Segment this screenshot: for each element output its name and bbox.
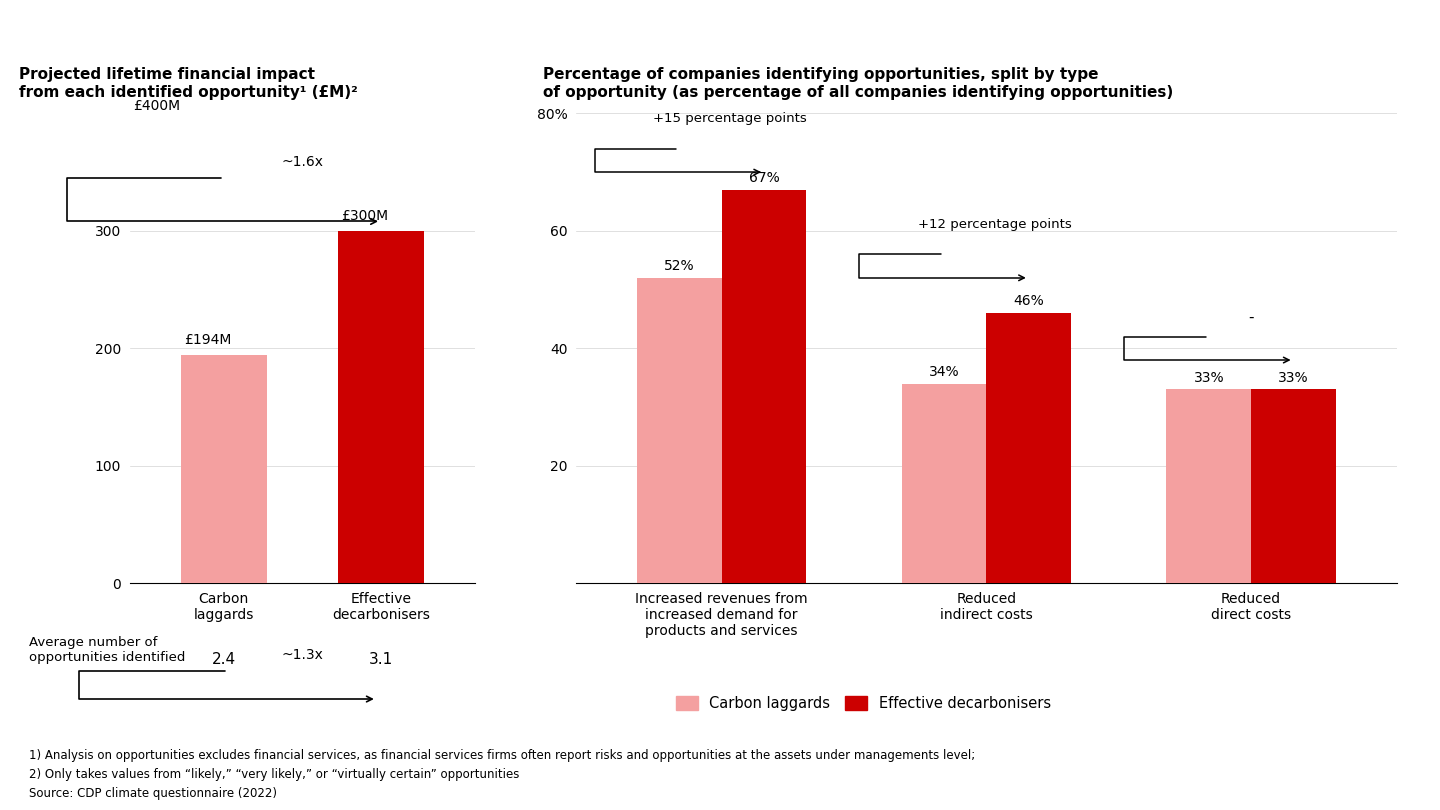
Text: £194M: £194M — [184, 333, 232, 347]
Bar — [901, 383, 986, 583]
Text: 52%: 52% — [664, 259, 694, 273]
Bar — [636, 278, 721, 583]
Text: ~1.6x: ~1.6x — [281, 155, 324, 168]
Text: 33%: 33% — [1194, 371, 1224, 385]
Bar — [1251, 390, 1336, 583]
Legend: Carbon laggards, Effective decarbonisers: Carbon laggards, Effective decarbonisers — [670, 690, 1057, 717]
Bar — [1166, 390, 1251, 583]
Text: 2.4: 2.4 — [212, 652, 236, 667]
Bar — [986, 313, 1071, 583]
Text: 3.1: 3.1 — [369, 652, 393, 667]
Text: 67%: 67% — [749, 171, 779, 185]
Text: -: - — [1248, 309, 1254, 325]
Text: Percentage of companies identifying opportunities, split by type
of opportunity : Percentage of companies identifying oppo… — [543, 67, 1174, 100]
Text: +15 percentage points: +15 percentage points — [652, 112, 806, 125]
Text: Average number of
opportunities identified: Average number of opportunities identifi… — [29, 636, 186, 664]
Text: £300M: £300M — [341, 209, 387, 223]
Text: 1) Analysis on opportunities excludes financial services, as financial services : 1) Analysis on opportunities excludes fi… — [29, 749, 975, 800]
Text: £400M: £400M — [132, 100, 180, 113]
Text: +12 percentage points: +12 percentage points — [917, 218, 1071, 231]
Text: Projected lifetime financial impact
from each identified opportunity¹ (£M)²: Projected lifetime financial impact from… — [19, 67, 357, 100]
Text: 33%: 33% — [1279, 371, 1309, 385]
Text: ~1.3x: ~1.3x — [281, 648, 324, 662]
Bar — [721, 190, 806, 583]
Bar — [338, 231, 425, 583]
Bar — [180, 356, 266, 583]
Text: 34%: 34% — [929, 364, 959, 379]
Text: 46%: 46% — [1014, 294, 1044, 309]
